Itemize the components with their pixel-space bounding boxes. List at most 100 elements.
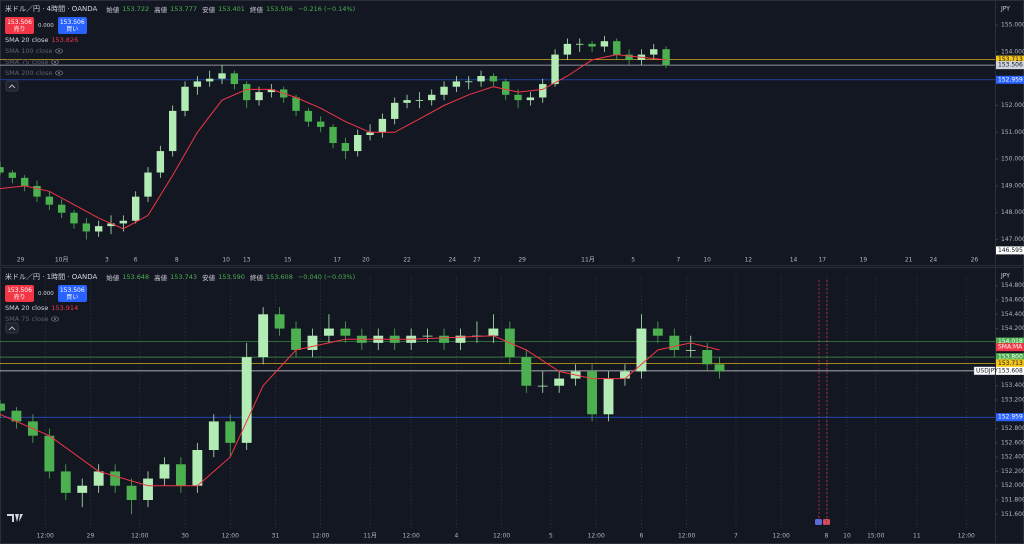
tradingview-logo bbox=[7, 514, 23, 522]
buy-button[interactable]: 153.506 買い bbox=[57, 285, 87, 302]
symbol-title[interactable]: 米ドル／円 · 4時間 · OANDA bbox=[5, 4, 98, 13]
x-tick-label: 8 bbox=[175, 257, 179, 264]
price-tag bbox=[996, 343, 1024, 352]
x-tick-label: 29 bbox=[17, 257, 25, 264]
x-tick-label: 17 bbox=[818, 257, 826, 264]
y-tick-label: 153.400 bbox=[1001, 382, 1024, 389]
candle-body bbox=[323, 328, 334, 336]
sma-line bbox=[0, 54, 667, 230]
x-tick-label: 3 bbox=[105, 257, 109, 264]
price-tag bbox=[996, 55, 1024, 64]
ohlc-label: 高値 bbox=[154, 273, 168, 282]
currency-label: JPY bbox=[1000, 6, 1010, 13]
visibility-toggle[interactable] bbox=[51, 315, 60, 322]
indicator-name[interactable]: SMA 75 close bbox=[5, 57, 49, 66]
collapse-button[interactable] bbox=[5, 80, 19, 92]
x-tick-label: 21 bbox=[905, 257, 913, 264]
event-icon[interactable] bbox=[823, 519, 830, 525]
indicator-name[interactable]: SMA 20 close bbox=[5, 303, 49, 312]
x-tick-label: 22 bbox=[403, 257, 411, 264]
candle-body bbox=[502, 81, 510, 95]
chevron bbox=[8, 84, 16, 89]
visibility-toggle[interactable] bbox=[51, 58, 60, 65]
ohlc-value: 153.722 bbox=[122, 4, 150, 13]
y-tick-label: 153.200 bbox=[1001, 397, 1024, 404]
price-tag bbox=[996, 337, 1024, 346]
candle-body bbox=[588, 43, 596, 47]
candle-body bbox=[291, 328, 301, 350]
candle-body bbox=[8, 172, 17, 178]
candle-body bbox=[230, 73, 239, 85]
visibility-toggle[interactable] bbox=[55, 69, 64, 76]
candle-body bbox=[93, 471, 104, 486]
y-tick-label: 149.000 bbox=[1001, 182, 1024, 189]
candle-body bbox=[258, 314, 269, 358]
x-tick-label: 19 bbox=[860, 257, 868, 264]
price-tag-label: SMA:MA bbox=[998, 344, 1023, 351]
x-tick-label: 14 bbox=[790, 257, 798, 264]
candle-body bbox=[107, 223, 115, 227]
price-tag bbox=[996, 246, 1024, 255]
trade-buttons: 153.506 売り 0.000 153.506 買い bbox=[5, 285, 357, 302]
x-tick-label: 10 bbox=[703, 257, 711, 264]
currency-label: JPY bbox=[1000, 273, 1010, 280]
x-tick-label: 30 bbox=[181, 533, 189, 540]
indicator-row: SMA 20 close 153.914 bbox=[5, 302, 357, 313]
candle-body bbox=[168, 110, 177, 152]
candle-body bbox=[110, 471, 121, 486]
change-value: −0.040 (−0.03%) bbox=[297, 272, 356, 281]
candle-body bbox=[292, 97, 300, 111]
y-tick-label: 154.600 bbox=[1001, 297, 1024, 304]
sell-price: 153.506 bbox=[7, 286, 32, 294]
indicator-name[interactable]: SMA 20 close bbox=[5, 35, 49, 44]
candle-body bbox=[20, 177, 29, 186]
y-tick-label: 152.800 bbox=[1001, 425, 1024, 432]
x-tick-label: 11 bbox=[913, 533, 921, 540]
x-tick-label: 31 bbox=[272, 533, 280, 540]
candle-body bbox=[551, 54, 559, 85]
y-tick-label: 155.000 bbox=[1001, 22, 1024, 29]
sell-button[interactable]: 153.506 売り bbox=[5, 285, 34, 302]
candle-body bbox=[625, 54, 633, 60]
visibility-toggle[interactable] bbox=[55, 47, 64, 54]
price-tag-label: 146.595 bbox=[998, 247, 1023, 254]
indicator-name[interactable]: SMA 100 close bbox=[5, 46, 53, 55]
candle-body bbox=[131, 196, 140, 221]
candle-body bbox=[192, 450, 203, 486]
collapse-button[interactable] bbox=[5, 322, 19, 334]
buy-button[interactable]: 153.506 買い bbox=[57, 17, 87, 34]
candle-body bbox=[477, 76, 485, 82]
candle-body bbox=[218, 73, 226, 79]
indicator-name[interactable]: SMA 200 close bbox=[5, 68, 53, 77]
x-tick-label: 12:00 bbox=[678, 533, 695, 540]
candle-body bbox=[422, 335, 433, 337]
price-tag-label: 153.713 bbox=[998, 360, 1023, 367]
candle-body bbox=[304, 110, 313, 122]
x-tick-label: 29 bbox=[518, 257, 526, 264]
y-tick-label: 151.000 bbox=[1001, 129, 1024, 136]
change-value: −0.216 (−0.14%) bbox=[297, 4, 356, 13]
candle-body bbox=[126, 485, 137, 500]
event-icon[interactable] bbox=[815, 519, 822, 525]
y-tick-label: 152.200 bbox=[1001, 468, 1024, 475]
price-tag-label: 152.959 bbox=[998, 414, 1023, 421]
symbol-title[interactable]: 米ドル／円 · 1時間 · OANDA bbox=[5, 272, 98, 281]
price-tag-label: 153.506 bbox=[998, 62, 1023, 69]
spread: 0.000 bbox=[38, 290, 54, 297]
price-tag-label: 153.608 bbox=[998, 367, 1023, 374]
sell-label: 売り bbox=[13, 25, 26, 33]
indicator-name[interactable]: SMA 75 close bbox=[5, 314, 49, 323]
candle-body bbox=[156, 151, 165, 173]
x-tick-label: 12:00 bbox=[958, 533, 975, 540]
sell-button[interactable]: 153.506 売り bbox=[5, 17, 34, 34]
price-tag bbox=[996, 413, 1024, 422]
candle-body bbox=[600, 41, 609, 47]
candle-body bbox=[521, 357, 532, 386]
candle-body bbox=[94, 226, 103, 232]
x-tick-label: 26 bbox=[971, 257, 979, 264]
x-tick-label: 10 bbox=[222, 257, 230, 264]
candle-body bbox=[636, 328, 647, 372]
y-tick-label: 147.000 bbox=[1001, 236, 1024, 243]
candle-body bbox=[317, 121, 325, 127]
